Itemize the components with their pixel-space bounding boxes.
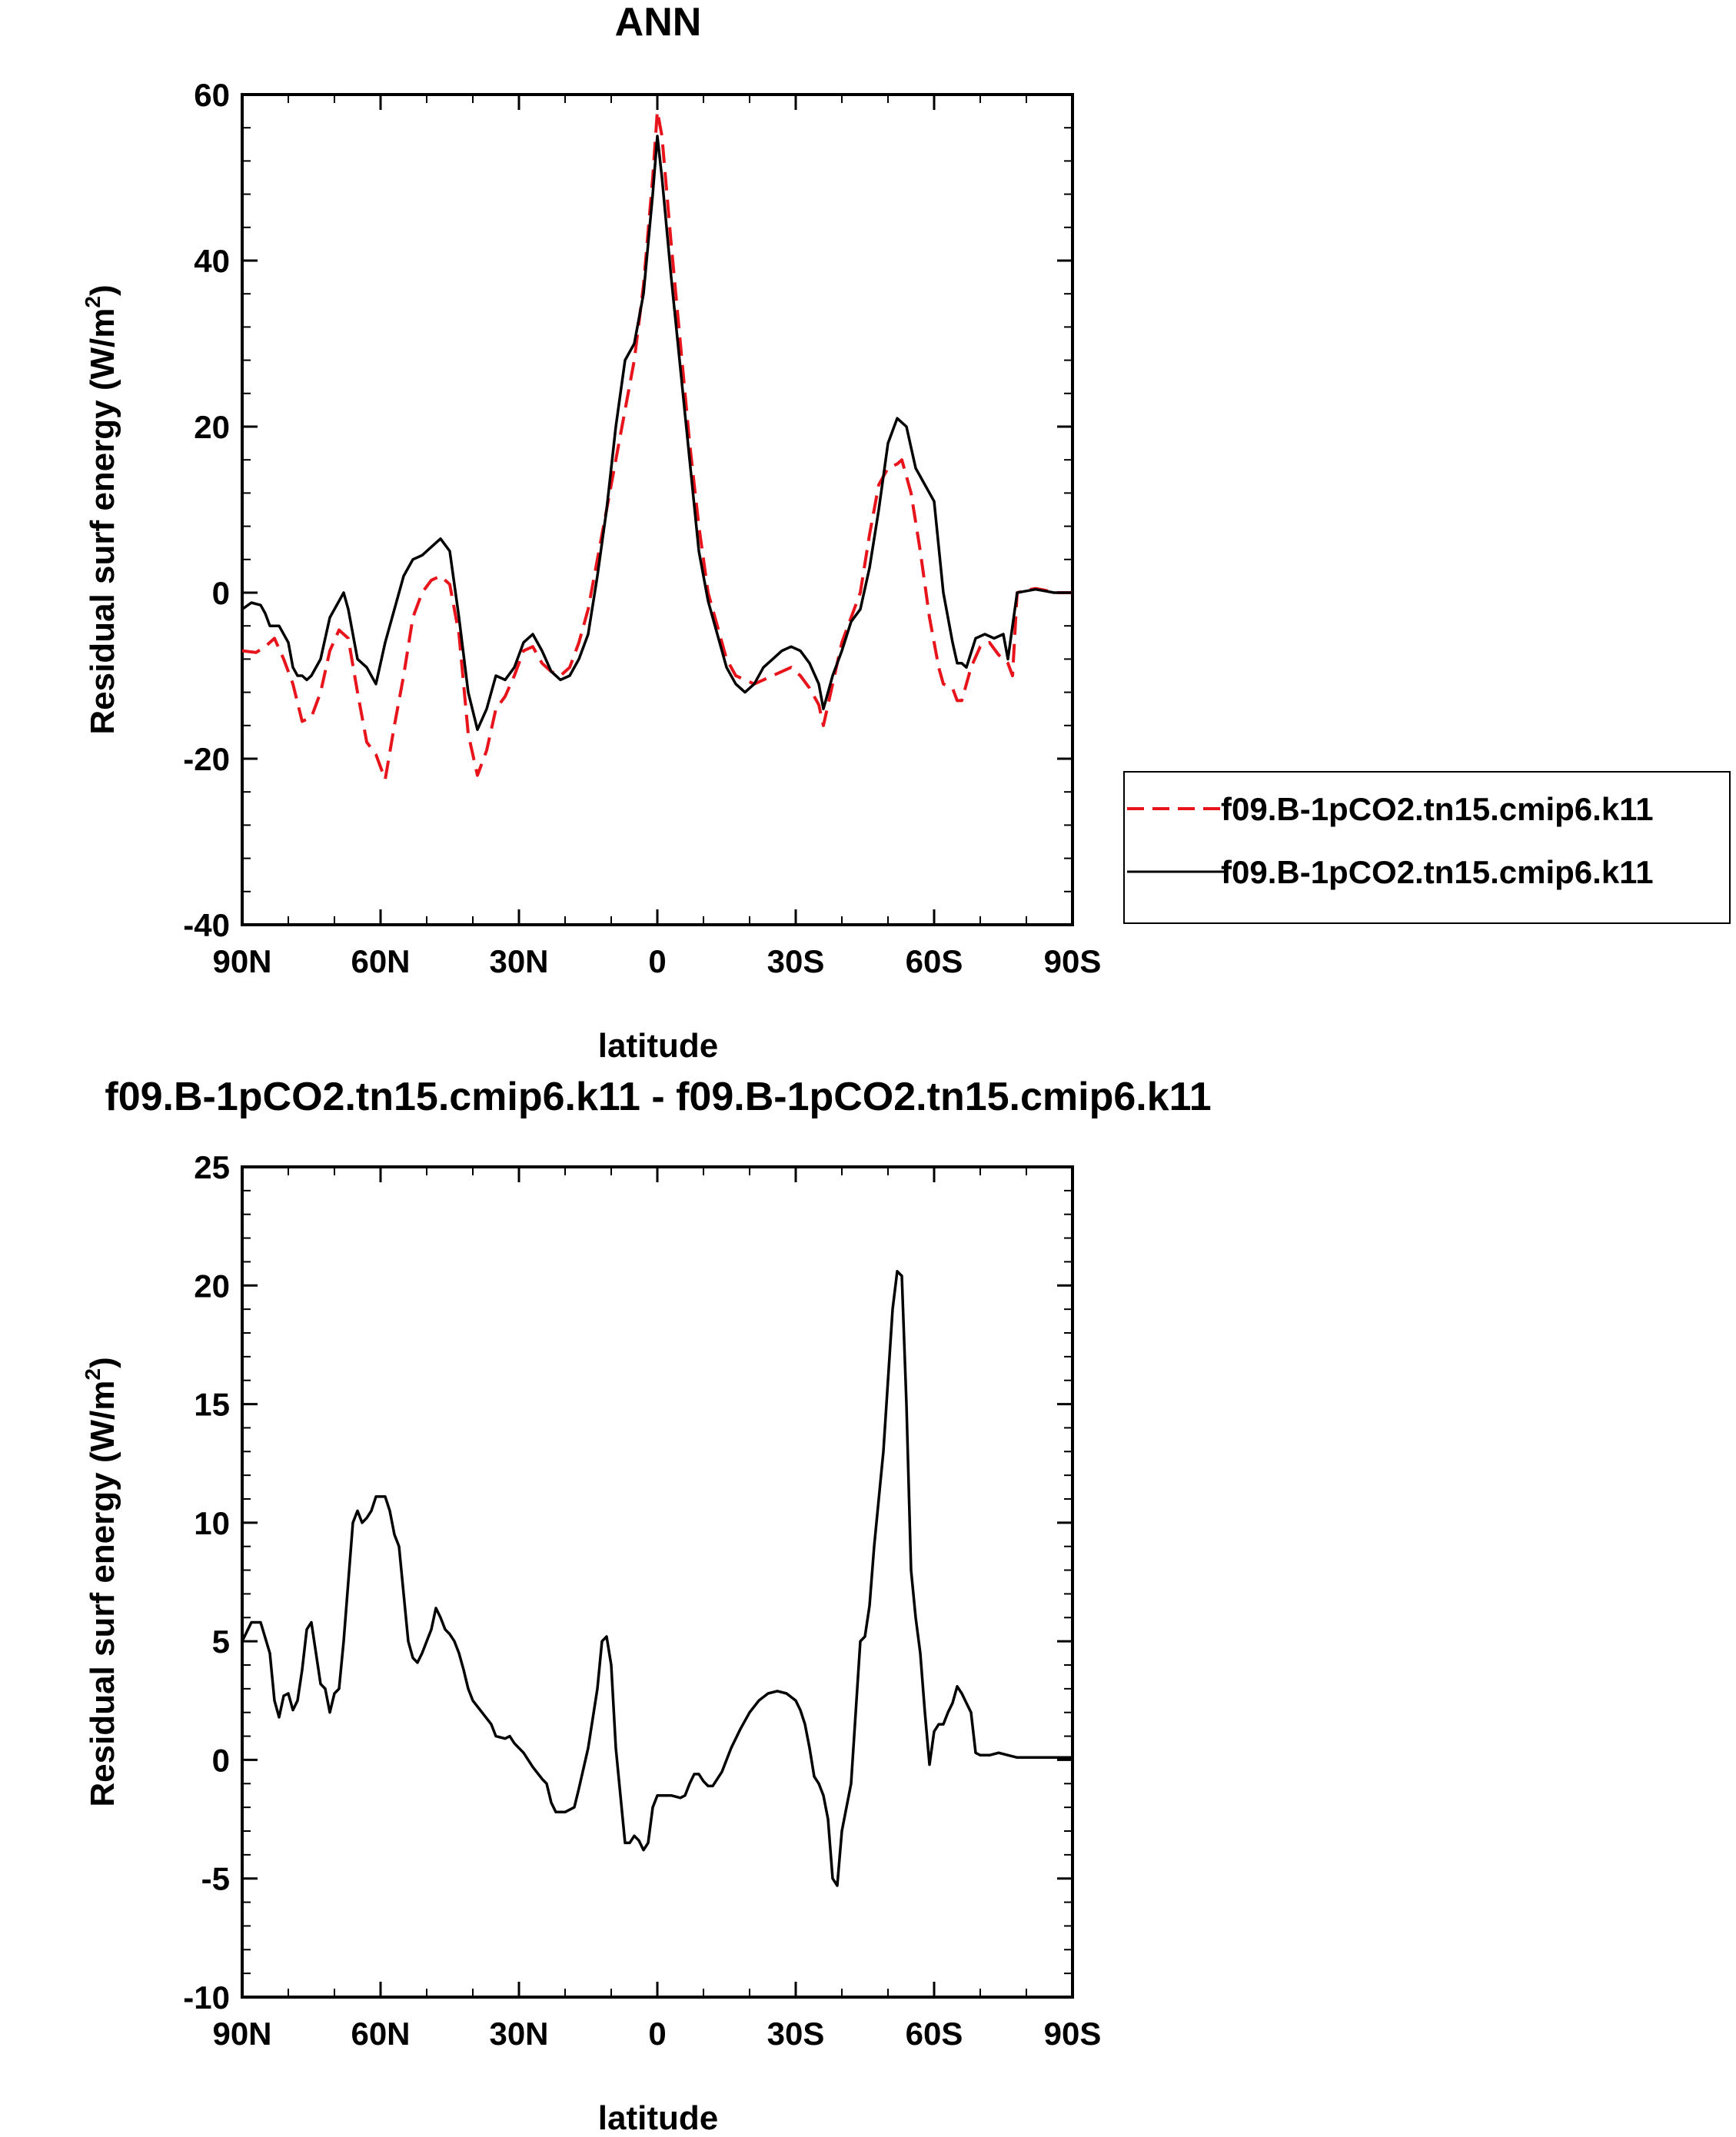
- top-chart-y-tick-label: 20: [194, 409, 230, 445]
- top-chart: ANN -40 -20 0 20 40 60 90N 60N 30N 0 30S 60S 90S lat…: [81, 0, 1101, 1065]
- top-chart-x-tick-label: 30S: [767, 943, 825, 979]
- top-chart-y-axis-label-close: ): [84, 284, 121, 296]
- top-chart-y-tick-label: 60: [194, 77, 230, 113]
- bottom-chart-y-tick-label: 5: [212, 1624, 230, 1660]
- bottom-chart-y-axis-label: Residual surf energy (W/m2): [81, 1357, 121, 1806]
- bottom-chart-x-tick-label: 60S: [906, 2016, 963, 2052]
- top-chart-y-tick-label: -20: [183, 741, 230, 777]
- bottom-chart-x-tick-label: 90N: [212, 2016, 271, 2052]
- bottom-chart-title: f09.B-1pCO2.tn15.cmip6.k11 - f09.B-1pCO2…: [105, 1075, 1211, 1119]
- bottom-chart-x-tick-label: 60N: [351, 2016, 410, 2052]
- bottom-chart-x-tick-label: 90S: [1044, 2016, 1102, 2052]
- bottom-chart-x-axis-label: latitude: [598, 2099, 718, 2137]
- top-chart-y-axis-label-superscript: 2: [81, 296, 105, 308]
- top-chart-y-axis-label-main: Residual surf energy (W/m: [84, 308, 121, 735]
- bottom-chart-x-tick-label: 30N: [489, 2016, 548, 2052]
- top-chart-title: ANN: [615, 0, 702, 45]
- top-chart-x-tick-label: 30N: [489, 943, 548, 979]
- bottom-chart-x-tick-label: 0: [648, 2016, 666, 2052]
- top-chart-x-tick-label: 0: [648, 943, 666, 979]
- bottom-chart-series-line-solid-black: [241, 1270, 1073, 1887]
- top-chart-y-tick-label: -40: [183, 907, 230, 943]
- bottom-chart-y-axis-label-close: ): [84, 1357, 121, 1368]
- bottom-chart-series-group: [241, 1270, 1073, 1887]
- top-chart-x-tick-label: 60S: [906, 943, 963, 979]
- bottom-chart-y-tick-label: 25: [194, 1149, 230, 1185]
- bottom-chart-ticks: -10 -5 0 5 10 15 20 25 90N 60N 30N 0 30S 60S 90S: [183, 1149, 1101, 2052]
- top-chart-x-tick-label: 90N: [212, 943, 271, 979]
- legend: f09.B-1pCO2.tn15.cmip6.k11 f09.B-1pCO2.t…: [1123, 771, 1731, 924]
- bottom-chart-y-axis-label-main: Residual surf energy (W/m: [84, 1381, 121, 1807]
- legend-box: [1123, 771, 1731, 924]
- top-chart-series-group: [241, 109, 1073, 781]
- top-chart-y-tick-label: 0: [212, 575, 230, 611]
- top-chart-x-axis-label: latitude: [598, 1027, 718, 1065]
- top-chart-x-tick-label: 90S: [1044, 943, 1102, 979]
- legend-entry-black: f09.B-1pCO2.tn15.cmip6.k11: [1221, 854, 1654, 890]
- bottom-chart-y-tick-label: 20: [194, 1268, 230, 1304]
- bottom-chart: f09.B-1pCO2.tn15.cmip6.k11 - f09.B-1pCO2…: [81, 1075, 1212, 2137]
- bottom-chart-x-tick-label: 30S: [767, 2016, 825, 2052]
- bottom-chart-y-tick-label: 15: [194, 1387, 230, 1423]
- bottom-chart-y-tick-label: 0: [212, 1742, 230, 1778]
- top-chart-series-line-dashed-red: [241, 109, 1073, 781]
- top-chart-x-tick-label: 60N: [351, 943, 410, 979]
- top-chart-series-line-solid-black: [241, 135, 1073, 731]
- bottom-chart-y-tick-label: -5: [201, 1861, 230, 1897]
- bottom-chart-y-tick-label: -10: [183, 1979, 230, 2016]
- bottom-chart-y-axis-label-superscript: 2: [81, 1368, 105, 1381]
- top-chart-ticks: -40 -20 0 20 40 60 90N 60N 30N 0 30S 60S 90S: [183, 77, 1101, 979]
- legend-entry-red: f09.B-1pCO2.tn15.cmip6.k11: [1221, 791, 1654, 827]
- bottom-chart-y-tick-label: 10: [194, 1505, 230, 1541]
- top-chart-y-axis-label: Residual surf energy (W/m2): [81, 284, 121, 734]
- top-chart-y-tick-label: 40: [194, 243, 230, 279]
